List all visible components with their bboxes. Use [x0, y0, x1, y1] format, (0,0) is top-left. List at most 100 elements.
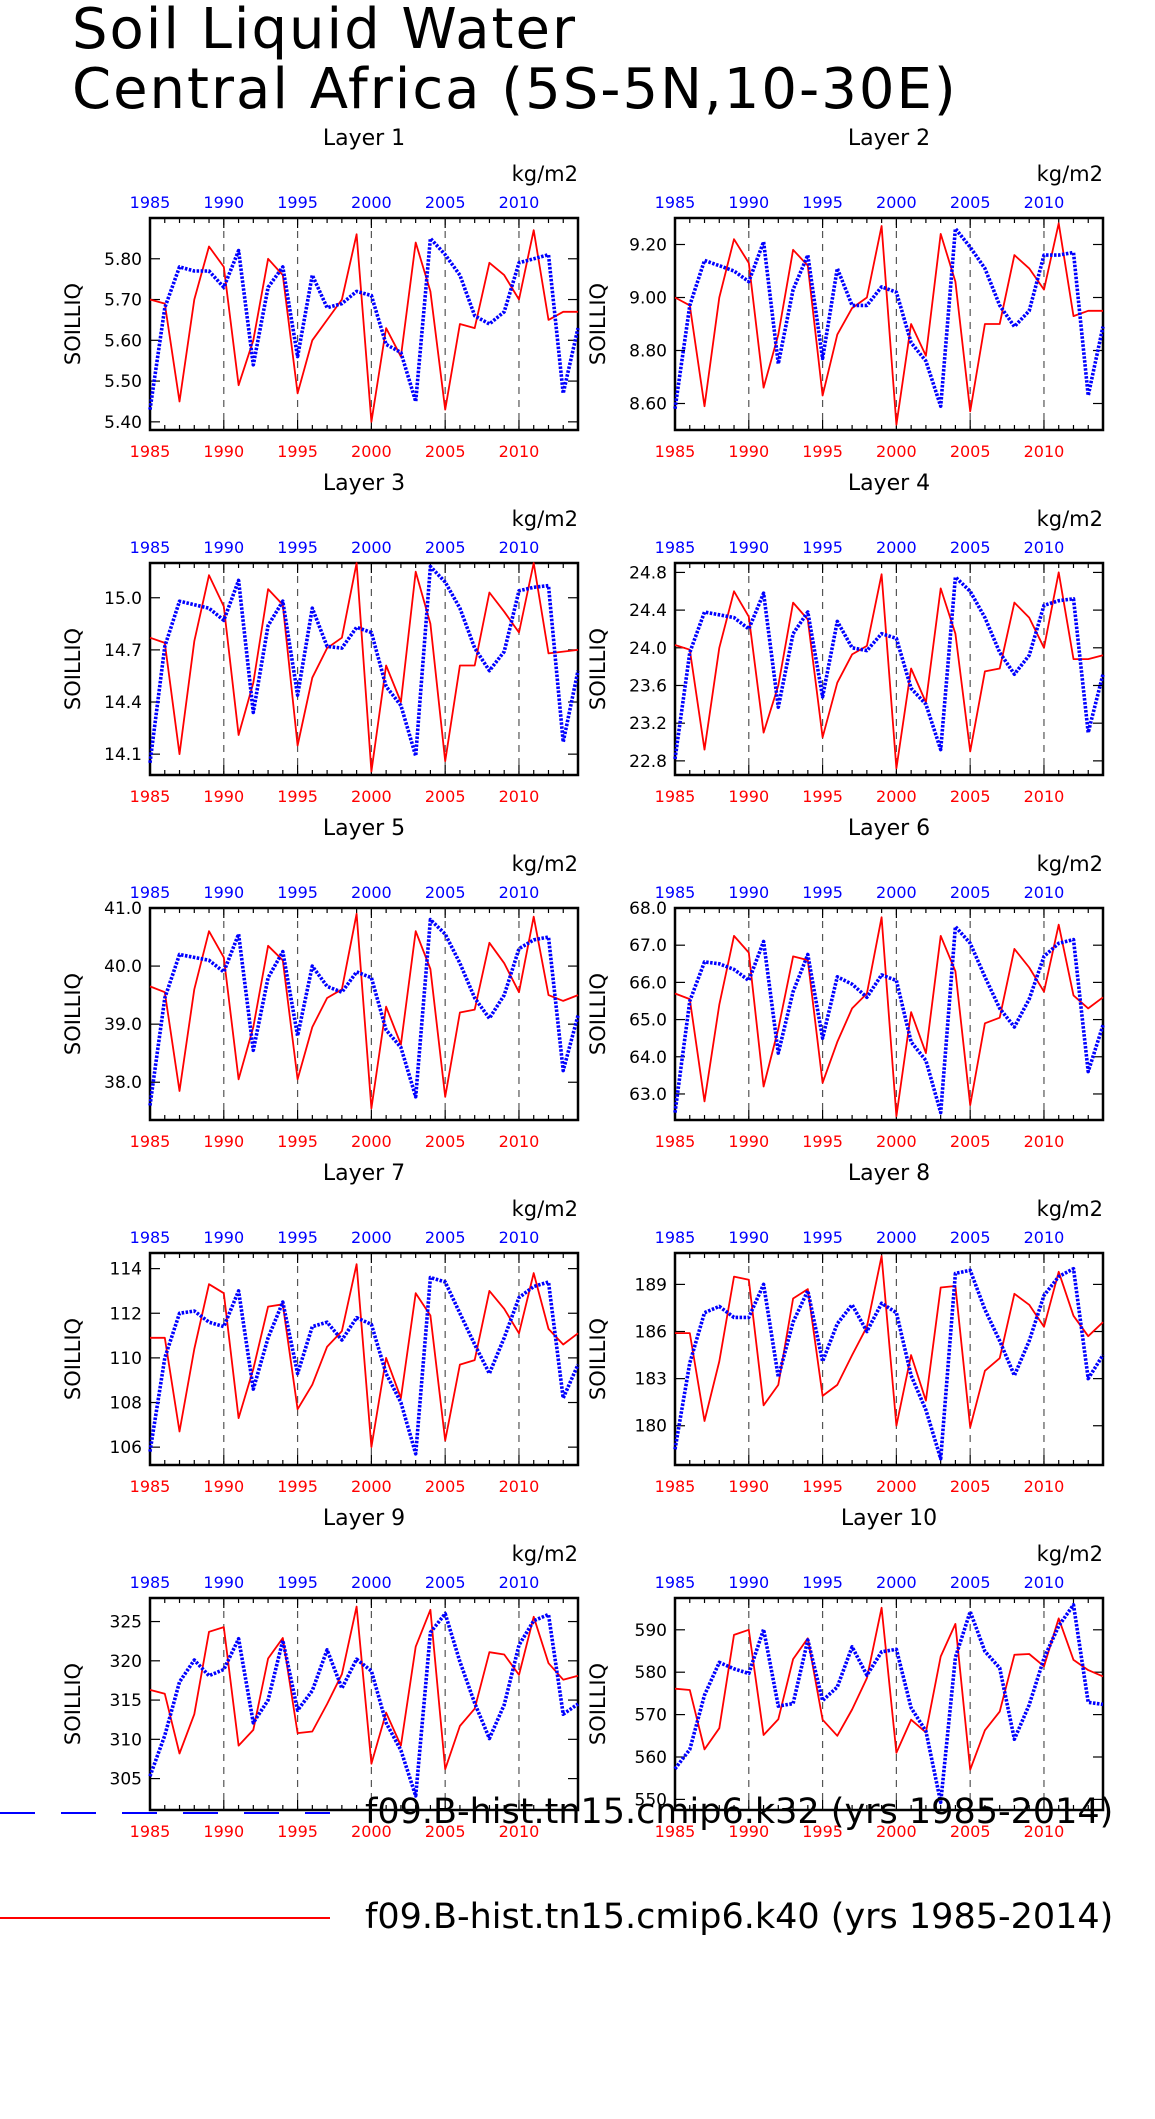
x-tick-label-bottom: 2010: [1024, 787, 1065, 806]
x-tick-label-bottom: 2010: [499, 1822, 540, 1841]
layer-panel-10: Layer 10 kg/m2 SOILLIQ 1985 1985 1990 1990 1995…: [586, 1506, 1105, 1841]
series-line-k32: [148, 564, 580, 764]
chart-title-line-1: Soil Liquid Water: [72, 0, 577, 62]
x-tick-label-bottom: 2005: [425, 1132, 466, 1151]
x-tick-label-top: 2000: [351, 1228, 392, 1247]
legend-label-k32: f09.B-hist.tn15.cmip6.k32 (yrs 1985-2014…: [365, 1792, 1114, 1832]
x-tick-label-top: 2000: [876, 1228, 917, 1247]
x-tick-label-top: 2010: [1024, 1228, 1065, 1247]
x-tick-label-bottom: 2000: [876, 1477, 917, 1496]
units-label: kg/m2: [512, 162, 578, 186]
plot-frame: [148, 216, 580, 432]
y-axis-label: SOILLIQ: [61, 973, 85, 1055]
y-tick-label: 5.70: [104, 291, 142, 311]
y-tick-label: 41.0: [104, 899, 142, 919]
x-tick-label-bottom: 1990: [203, 442, 244, 461]
x-tick-label-bottom: 1985: [130, 787, 171, 806]
x-tick-label-top: 2000: [876, 193, 917, 212]
series-line-k40: [674, 571, 1104, 770]
series-line-k40: [674, 916, 1104, 1118]
x-tick-label-bottom: 1985: [130, 1132, 171, 1151]
x-tick-label-top: 1985: [655, 538, 696, 557]
y-tick-label: 5.80: [104, 250, 142, 270]
x-tick-label-bottom: 2005: [950, 787, 991, 806]
x-tick-label-bottom: 2000: [876, 442, 917, 461]
y-tick-label: 24.8: [629, 563, 667, 583]
y-tick-label: 590: [635, 1621, 667, 1641]
x-tick-label-bottom: 2000: [876, 787, 917, 806]
layer-panel-4: Layer 4 kg/m2 SOILLIQ 1985 1985 1990 1990 1995 1…: [586, 471, 1105, 806]
series-line-k32: [673, 1603, 1104, 1805]
y-tick-label: 14.4: [104, 693, 142, 713]
series-line-k40: [674, 1606, 1104, 1771]
plot-frame: [673, 216, 1105, 432]
y-tick-label: 560: [635, 1748, 667, 1768]
x-tick-label-top: 1985: [130, 1573, 171, 1592]
y-tick-label: 39.0: [104, 1015, 142, 1035]
x-tick-label-top: 1995: [802, 538, 843, 557]
x-tick-label-top: 1995: [277, 883, 318, 902]
y-tick-label: 67.0: [629, 936, 667, 956]
x-tick-label-bottom: 2005: [950, 1132, 991, 1151]
x-tick-label-top: 1990: [728, 538, 769, 557]
x-tick-label-bottom: 2010: [499, 1132, 540, 1151]
series-line-k40: [150, 1263, 579, 1448]
x-tick-label-bottom: 1995: [802, 442, 843, 461]
series-line-k40: [674, 222, 1103, 426]
y-tick-label: 315: [110, 1691, 142, 1711]
x-tick-label-top: 2005: [950, 883, 991, 902]
y-tick-label: 580: [635, 1663, 667, 1683]
chart-title-line-2: Central Africa (5S-5N,10-30E): [72, 57, 958, 122]
x-tick-label-top: 2005: [950, 1573, 991, 1592]
y-tick-label: 5.60: [104, 331, 142, 351]
series-line-k40: [675, 1255, 1104, 1429]
x-tick-label-top: 1995: [802, 1573, 843, 1592]
x-tick-label-top: 1990: [203, 193, 244, 212]
x-tick-label-top: 1985: [130, 538, 171, 557]
series-line-k32: [148, 1611, 580, 1798]
layer-panel-8: Layer 8 kg/m2 SOILLIQ 1985 1985 1990 1990 1995 1…: [586, 1161, 1105, 1496]
x-tick-label-bottom: 1990: [203, 1822, 244, 1841]
y-tick-label: 5.40: [104, 413, 142, 433]
units-label: kg/m2: [1037, 507, 1103, 531]
x-tick-label-top: 2000: [876, 883, 917, 902]
layer-panel-9: Layer 9 kg/m2 SOILLIQ 1985 1985 1990 1990 1995 1…: [61, 1506, 580, 1841]
x-tick-label-top: 1995: [802, 193, 843, 212]
series-line-k40: [149, 912, 579, 1110]
x-tick-label-bottom: 1985: [130, 1477, 171, 1496]
x-tick-label-bottom: 1990: [728, 442, 769, 461]
series-line-k32: [148, 1275, 580, 1456]
x-tick-label-bottom: 1995: [277, 1132, 318, 1151]
y-axis-label: SOILLIQ: [61, 628, 85, 710]
y-tick-label: 24.4: [629, 601, 667, 621]
x-tick-label-top: 2010: [1024, 1573, 1065, 1592]
series-line-k40: [149, 1605, 579, 1771]
y-tick-label: 8.60: [629, 395, 667, 415]
x-tick-label-bottom: 2000: [351, 442, 392, 461]
x-tick-label-top: 2005: [950, 1228, 991, 1247]
x-tick-label-top: 2010: [499, 1228, 540, 1247]
x-tick-label-bottom: 1995: [277, 1822, 318, 1841]
x-tick-label-top: 2010: [499, 1573, 540, 1592]
x-tick-label-bottom: 1995: [802, 1132, 843, 1151]
x-tick-label-bottom: 2010: [1024, 1477, 1065, 1496]
y-axis-label: SOILLIQ: [61, 1663, 85, 1745]
units-label: kg/m2: [1037, 1197, 1103, 1221]
y-axis-label: SOILLIQ: [61, 1318, 85, 1400]
y-tick-label: 8.80: [629, 342, 667, 362]
y-tick-label: 108: [110, 1394, 142, 1414]
units-label: kg/m2: [512, 1542, 578, 1566]
y-tick-label: 189: [635, 1275, 667, 1295]
x-tick-label-bottom: 2000: [351, 1132, 392, 1151]
x-tick-label-top: 2000: [876, 538, 917, 557]
x-tick-label-bottom: 1985: [655, 1822, 696, 1841]
x-tick-label-top: 2005: [425, 883, 466, 902]
x-tick-label-top: 1990: [203, 1228, 244, 1247]
x-tick-label-top: 1990: [728, 1228, 769, 1247]
y-tick-label: 22.8: [629, 752, 667, 772]
x-tick-label-bottom: 1995: [802, 787, 843, 806]
x-tick-label-bottom: 2005: [425, 787, 466, 806]
y-tick-label: 14.7: [104, 641, 142, 661]
y-tick-label: 38.0: [104, 1073, 142, 1093]
y-axis-label: SOILLIQ: [586, 283, 610, 365]
